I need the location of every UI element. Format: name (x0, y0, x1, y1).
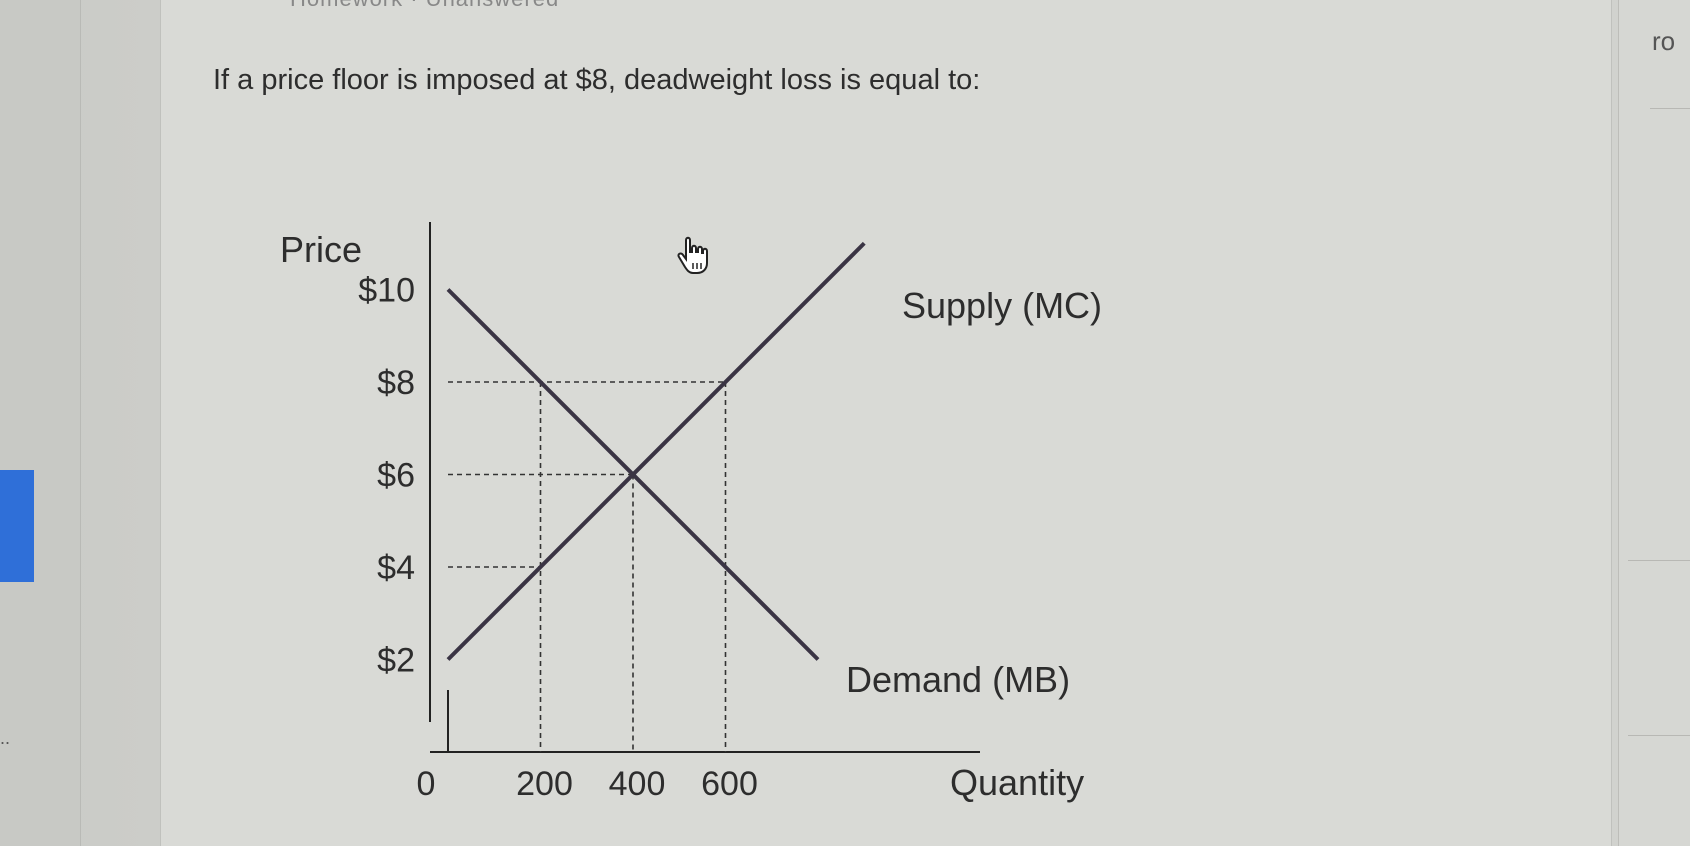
demand-label: Demand (MB) (846, 659, 1070, 700)
right-panel (1618, 0, 1690, 846)
question-text: If a price floor is imposed at $8, deadw… (213, 64, 981, 96)
supply-label: Supply (MC) (902, 285, 1102, 326)
x-tick-label: 400 (609, 765, 666, 803)
breadcrumb: Homework · Unanswered (290, 0, 559, 12)
divider (1650, 108, 1690, 109)
y-tick-label: $10 (358, 272, 415, 310)
left-sidebar (0, 0, 81, 846)
demand-curve (446, 288, 820, 661)
question-panel (160, 0, 1612, 846)
x-tick-label: 600 (701, 765, 758, 803)
supply-curve (446, 241, 866, 661)
hand-pointer-icon (677, 236, 708, 274)
divider (1628, 735, 1690, 736)
right-panel-text: ro (1652, 26, 1676, 56)
y-tick-label: $6 (377, 457, 415, 495)
y-tick-label: $8 (377, 364, 415, 402)
y-tick-label: $2 (377, 642, 415, 680)
y-tick-label: $4 (377, 549, 415, 587)
divider (1628, 560, 1690, 561)
left-dots: .. (0, 728, 11, 748)
y-axis-label: Price (280, 229, 362, 270)
selected-sidebar-tab[interactable] (0, 470, 34, 582)
origin-label: 0 (417, 765, 436, 803)
x-tick-label: 200 (516, 765, 573, 803)
x-axis-label: Quantity (950, 762, 1084, 803)
